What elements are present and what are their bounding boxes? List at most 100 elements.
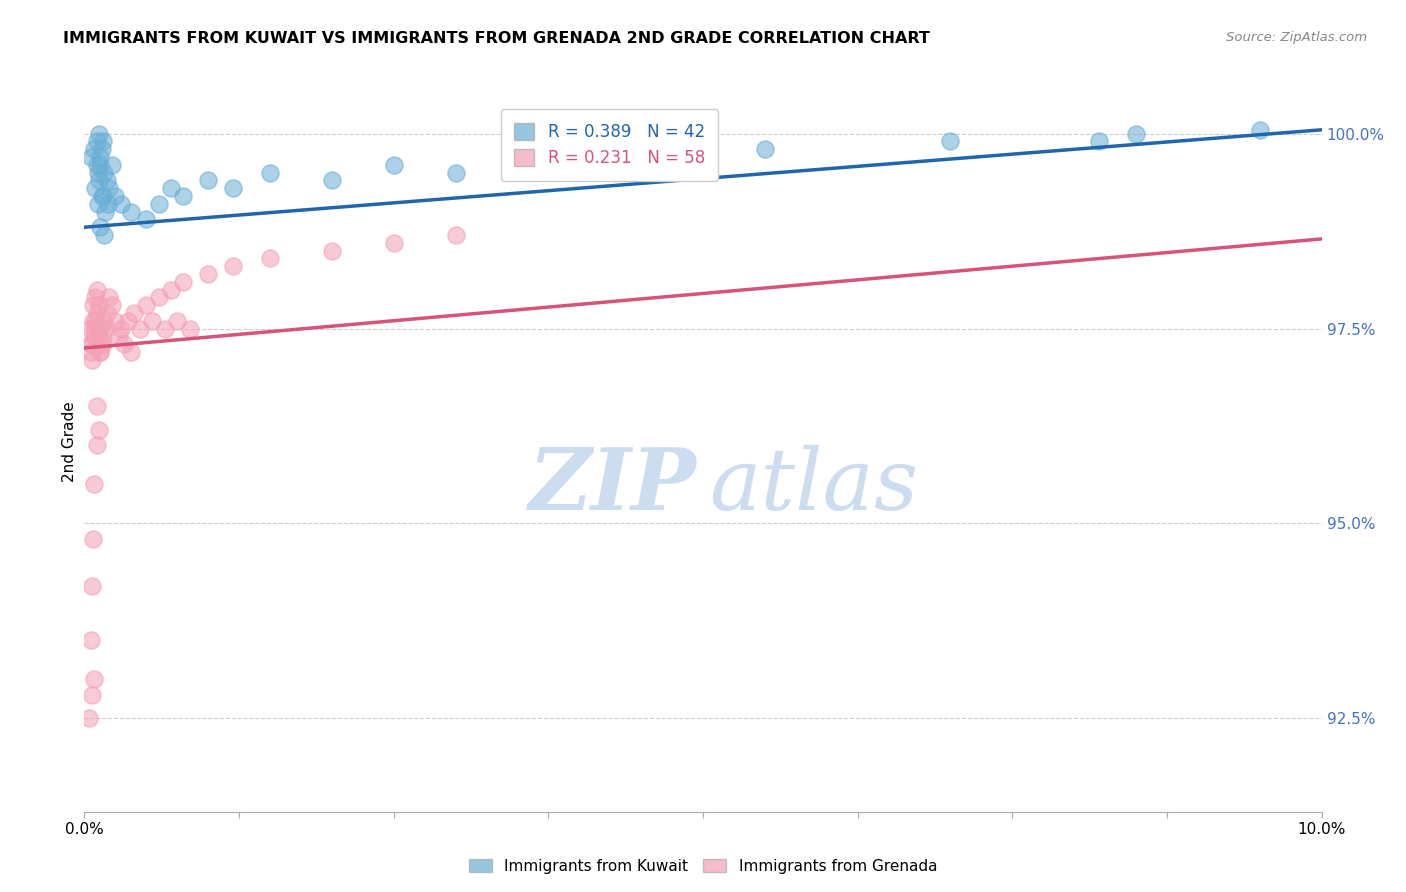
Point	[89, 173, 111, 187]
Point	[97, 197, 120, 211]
Legend: Immigrants from Kuwait, Immigrants from Grenada: Immigrants from Kuwait, Immigrants from …	[463, 853, 943, 880]
Point	[100, 158, 122, 172]
Text: atlas: atlas	[709, 444, 918, 527]
Point	[98, 290, 121, 304]
Point	[1088, 135, 1111, 149]
Point	[382, 158, 405, 172]
Point	[89, 345, 111, 359]
Point	[89, 158, 111, 172]
Point	[939, 135, 962, 149]
Point	[112, 337, 135, 351]
Point	[90, 142, 112, 156]
Point	[91, 135, 114, 149]
Point	[94, 321, 117, 335]
Point	[568, 150, 591, 164]
Point	[93, 166, 115, 180]
Point	[87, 329, 110, 343]
Point	[120, 204, 142, 219]
Point	[86, 283, 108, 297]
Point	[148, 290, 170, 304]
Point	[83, 477, 105, 491]
Point	[87, 166, 110, 180]
Y-axis label: 2nd Grade: 2nd Grade	[62, 401, 77, 482]
Point	[83, 142, 105, 156]
Point	[104, 189, 127, 203]
Point	[259, 166, 281, 180]
Point	[110, 197, 132, 211]
Point	[84, 290, 107, 304]
Point	[117, 314, 139, 328]
Point	[82, 298, 104, 312]
Point	[120, 345, 142, 359]
Text: IMMIGRANTS FROM KUWAIT VS IMMIGRANTS FROM GRENADA 2ND GRADE CORRELATION CHART: IMMIGRANTS FROM KUWAIT VS IMMIGRANTS FRO…	[63, 31, 931, 46]
Point	[104, 314, 127, 328]
Point	[444, 227, 467, 242]
Point	[135, 298, 157, 312]
Point	[172, 275, 194, 289]
Point	[82, 314, 104, 328]
Point	[129, 321, 152, 335]
Point	[197, 267, 219, 281]
Point	[222, 259, 245, 273]
Point	[110, 321, 132, 335]
Point	[84, 314, 107, 328]
Point	[100, 298, 122, 312]
Point	[91, 337, 114, 351]
Point	[1125, 127, 1147, 141]
Point	[86, 306, 108, 320]
Point	[98, 181, 121, 195]
Point	[89, 150, 111, 164]
Text: Source: ZipAtlas.com: Source: ZipAtlas.com	[1226, 31, 1367, 45]
Point	[83, 329, 105, 343]
Point	[79, 150, 101, 164]
Point	[160, 283, 183, 297]
Point	[80, 337, 103, 351]
Point	[754, 142, 776, 156]
Point	[382, 235, 405, 250]
Text: ZIP: ZIP	[529, 444, 697, 528]
Point	[79, 337, 101, 351]
Point	[89, 298, 111, 312]
Point	[79, 345, 101, 359]
Point	[89, 220, 111, 235]
Point	[91, 189, 114, 203]
Point	[148, 197, 170, 211]
Point	[89, 127, 111, 141]
Point	[91, 329, 114, 343]
Point	[84, 181, 107, 195]
Point	[122, 306, 145, 320]
Point	[179, 321, 201, 335]
Point	[86, 158, 108, 172]
Point	[79, 711, 101, 725]
Point	[89, 345, 111, 359]
Point	[80, 579, 103, 593]
Point	[82, 532, 104, 546]
Point	[96, 306, 118, 320]
Point	[80, 688, 103, 702]
Point	[94, 204, 117, 219]
Point	[83, 321, 105, 335]
Point	[79, 633, 101, 648]
Point	[86, 400, 108, 414]
Point	[172, 189, 194, 203]
Point	[321, 173, 343, 187]
Point	[93, 314, 115, 328]
Point	[222, 181, 245, 195]
Point	[141, 314, 163, 328]
Point	[96, 173, 118, 187]
Point	[444, 166, 467, 180]
Point	[108, 329, 131, 343]
Point	[89, 423, 111, 437]
Point	[135, 212, 157, 227]
Point	[83, 672, 105, 686]
Point	[80, 352, 103, 367]
Point	[259, 252, 281, 266]
Legend: R = 0.389   N = 42, R = 0.231   N = 58: R = 0.389 N = 42, R = 0.231 N = 58	[501, 110, 718, 181]
Point	[93, 227, 115, 242]
Point	[86, 135, 108, 149]
Point	[87, 197, 110, 211]
Point	[153, 321, 176, 335]
Point	[197, 173, 219, 187]
Point	[166, 314, 188, 328]
Point	[90, 337, 112, 351]
